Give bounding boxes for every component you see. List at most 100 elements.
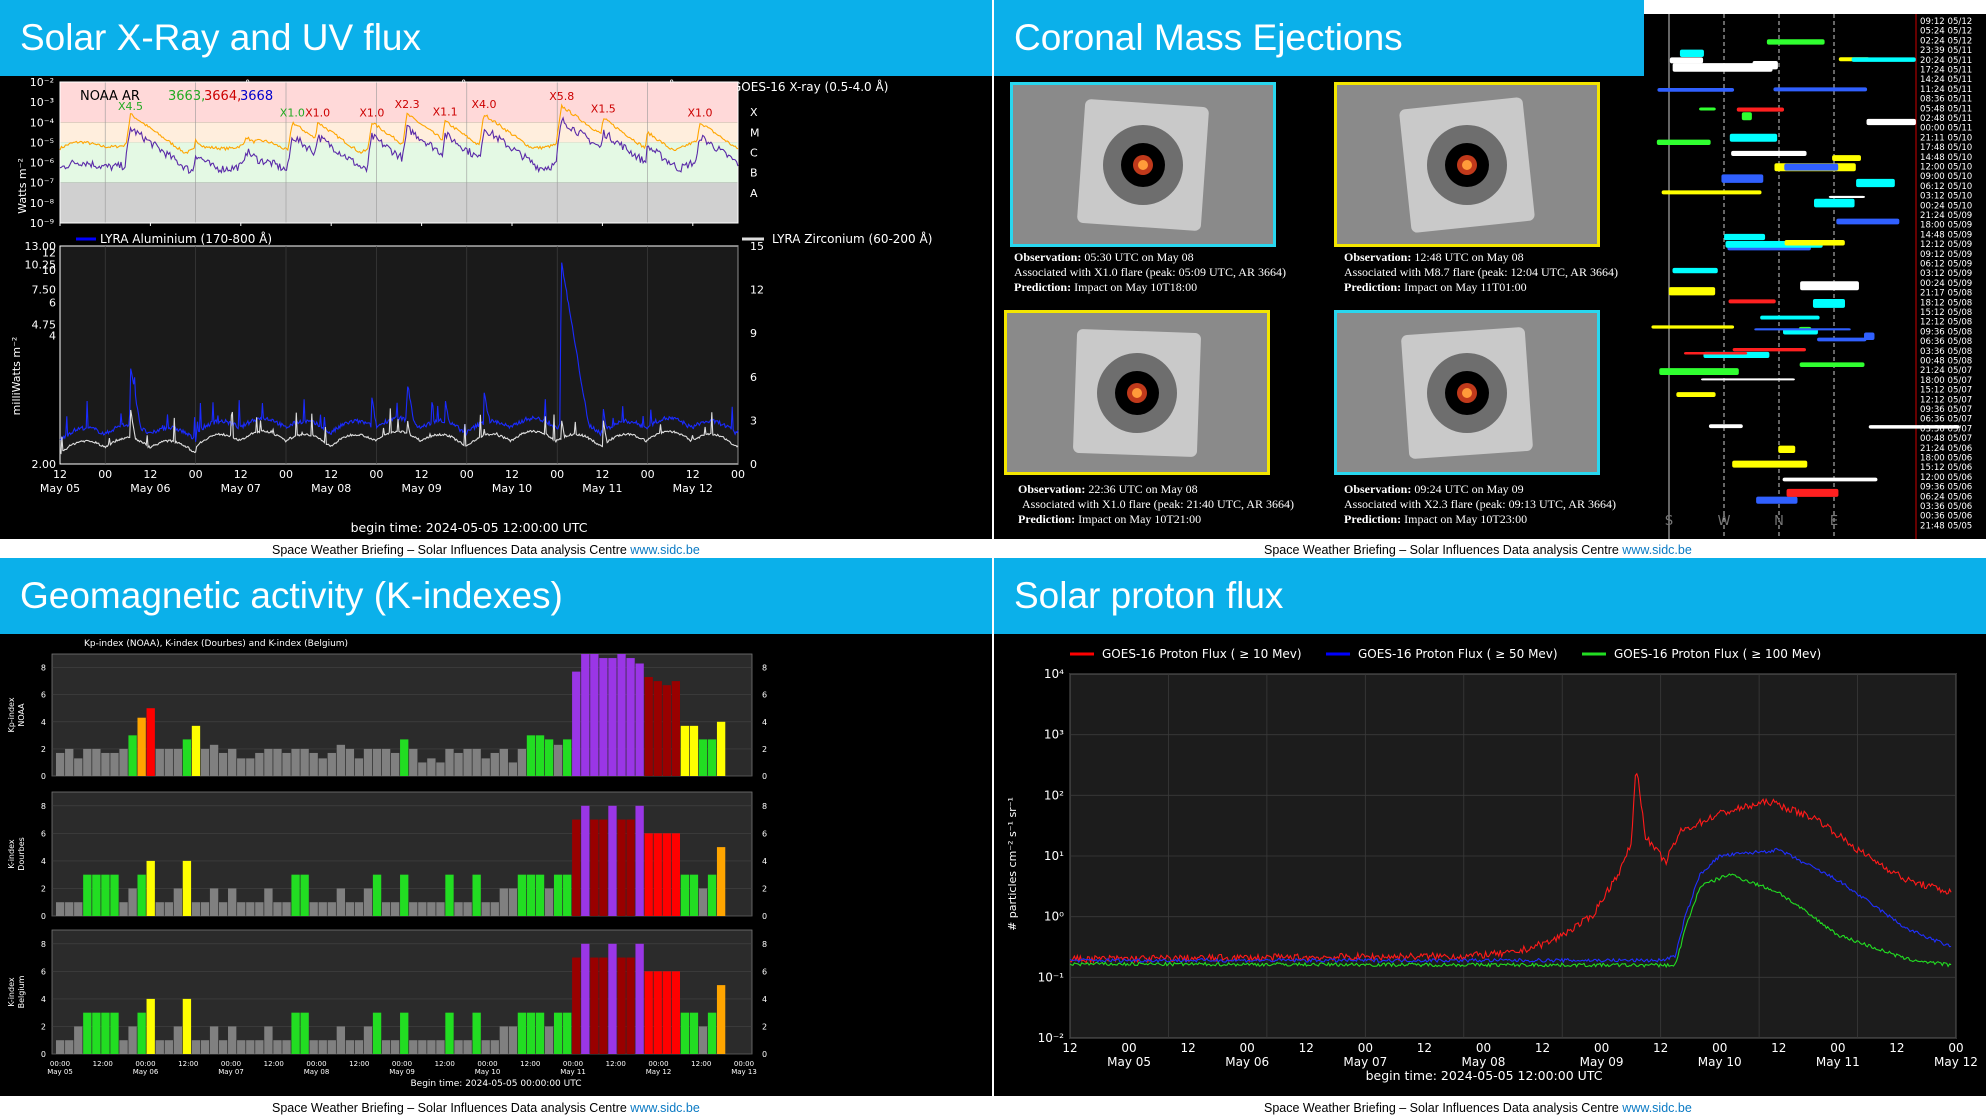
kindex-bar — [635, 805, 644, 916]
cactus-time-label: 06:12 05/10 — [1920, 182, 1972, 192]
cactus-time-label: 09:36 05/06 — [1920, 483, 1972, 493]
cactus-time-label: 00:00 05/11 — [1920, 124, 1972, 134]
lyra-xtick: 00 — [279, 468, 293, 481]
kindex-bar — [354, 758, 364, 776]
kindex-bar — [689, 874, 699, 916]
xray-chart: GOES-18 X-ray (1.0-8.0 Å) GOES-16 X-ray … — [10, 76, 932, 535]
kindex-bar — [508, 888, 518, 916]
cactus-time-label: 18:12 05/08 — [1920, 298, 1972, 308]
kindex-bar — [445, 1012, 454, 1054]
cactus-time-label: 09:36 05/07 — [1920, 405, 1972, 415]
band-cb-class — [60, 142, 738, 183]
kindex-bar — [671, 971, 681, 1054]
cactus-time-label: 18:00 05/06 — [1920, 454, 1972, 464]
cme-image-4[interactable] — [1334, 310, 1600, 475]
kindex-bar — [526, 874, 536, 916]
kindex-panel-label: Kp-index — [7, 697, 16, 732]
kindex-bar — [56, 1040, 65, 1054]
kindex-bar — [110, 874, 119, 916]
lyra-left-tick: 2.00 — [32, 458, 57, 471]
proton-xtick: 12 — [1889, 1041, 1904, 1055]
kindex-xtick: 12:00 — [93, 1060, 113, 1068]
kindex-ytick-right: 0 — [762, 912, 767, 921]
kindex-panel-label-2: NOAA — [17, 703, 26, 727]
kindex-ytick-right: 4 — [762, 995, 767, 1004]
kindex-bar — [381, 902, 391, 916]
noaa-ar-region: 3663, — [168, 89, 205, 104]
kindex-bar — [164, 902, 173, 916]
proton-banner: Solar proton flux — [994, 558, 1986, 634]
kindex-bar — [680, 1012, 690, 1054]
kindex-xtick: 12:00 — [606, 1060, 626, 1068]
kindex-bar — [535, 874, 545, 916]
goes16-short-line — [59, 116, 739, 175]
cme-event-mark — [1754, 328, 1851, 331]
kindex-ytick: 2 — [41, 1022, 46, 1031]
kindex-bar — [599, 819, 608, 916]
lyra-xdate: May 12 — [673, 482, 713, 495]
cme-event-mark — [1729, 133, 1778, 142]
cme-image-2[interactable] — [1334, 82, 1600, 247]
kindex-bar — [635, 943, 644, 1054]
kindex-bar — [318, 1040, 327, 1054]
sidc-link[interactable]: www.sidc.be — [1622, 1101, 1692, 1115]
lyra-xtick: 12 — [505, 468, 519, 481]
flare-label: X4.5 — [118, 100, 143, 113]
lyra-left-tick: 4 — [49, 329, 56, 342]
kindex-bar — [246, 1040, 255, 1054]
kindex-bar — [626, 957, 635, 1054]
kindex-bar — [264, 1026, 273, 1054]
kindex-bar — [291, 1012, 300, 1054]
cactus-time-label: 15:12 05/07 — [1920, 386, 1972, 396]
cme-event-mark — [1668, 287, 1716, 296]
kindex-bar — [418, 1040, 427, 1054]
cactus-time-label: 14:48 05/09 — [1920, 230, 1972, 240]
proton-ytick: 10⁻² — [1038, 1031, 1065, 1045]
kindex-bar — [499, 888, 508, 916]
kindex-bar — [128, 735, 137, 776]
kindex-bar — [228, 1026, 237, 1054]
kindex-bar — [635, 663, 644, 776]
footer-xray: Space Weather Briefing – Solar Influence… — [272, 543, 700, 557]
kindex-bar — [463, 902, 472, 916]
kindex-bar — [409, 1040, 418, 1054]
geo-banner: Geomagnetic activity (K-indexes) — [0, 558, 992, 634]
kindex-bar — [372, 1012, 382, 1054]
proton-xtick: 00 — [1830, 1041, 1845, 1055]
kindex-bar — [146, 998, 155, 1054]
kindex-bar — [617, 654, 626, 776]
kindex-ytick: 4 — [41, 995, 46, 1004]
cactus-time-label: 06:12 05/09 — [1920, 260, 1972, 270]
kindex-bar — [164, 748, 173, 776]
cactus-time-label: 23:39 05/11 — [1920, 46, 1972, 56]
cme-event-mark — [1728, 299, 1776, 304]
cme-image-1[interactable] — [1010, 82, 1276, 247]
kindex-xdate: May 08 — [304, 1068, 330, 1076]
kindex-bar — [454, 1040, 463, 1054]
cactus-time-label: 12:12 05/09 — [1920, 240, 1972, 250]
cme-image-3[interactable] — [1004, 310, 1270, 475]
proton-xtick: 00 — [1948, 1041, 1963, 1055]
lyra-legend-al: LYRA Aluminium (170-800 Å) — [100, 231, 272, 246]
kindex-xtick: 12:00 — [691, 1060, 711, 1068]
proton-ytick: 10⁰ — [1044, 910, 1064, 924]
kindex-bar — [644, 833, 653, 916]
cactus-time-label: 12:00 05/06 — [1920, 473, 1972, 483]
kindex-bar — [418, 902, 427, 916]
kindex-bar — [445, 874, 454, 916]
cme-event-mark — [1786, 488, 1839, 497]
kindex-bar — [472, 748, 481, 776]
sidc-link[interactable]: www.sidc.be — [1622, 543, 1692, 557]
kindex-panel: Kp-index (NOAA), K-index (Dourbes) and K… — [0, 634, 992, 1096]
sidc-link[interactable]: www.sidc.be — [630, 543, 700, 557]
kindex-xtick: 00:00 — [563, 1060, 583, 1068]
cactus-time-label: 21:11 05/10 — [1920, 133, 1972, 143]
lyra-left-tick: 6 — [49, 297, 56, 310]
kindex-ytick: 6 — [41, 691, 46, 700]
kindex-bar — [92, 1012, 101, 1054]
goes-ytick: 10⁻⁶ — [30, 157, 55, 170]
sidc-link[interactable]: www.sidc.be — [630, 1101, 700, 1115]
